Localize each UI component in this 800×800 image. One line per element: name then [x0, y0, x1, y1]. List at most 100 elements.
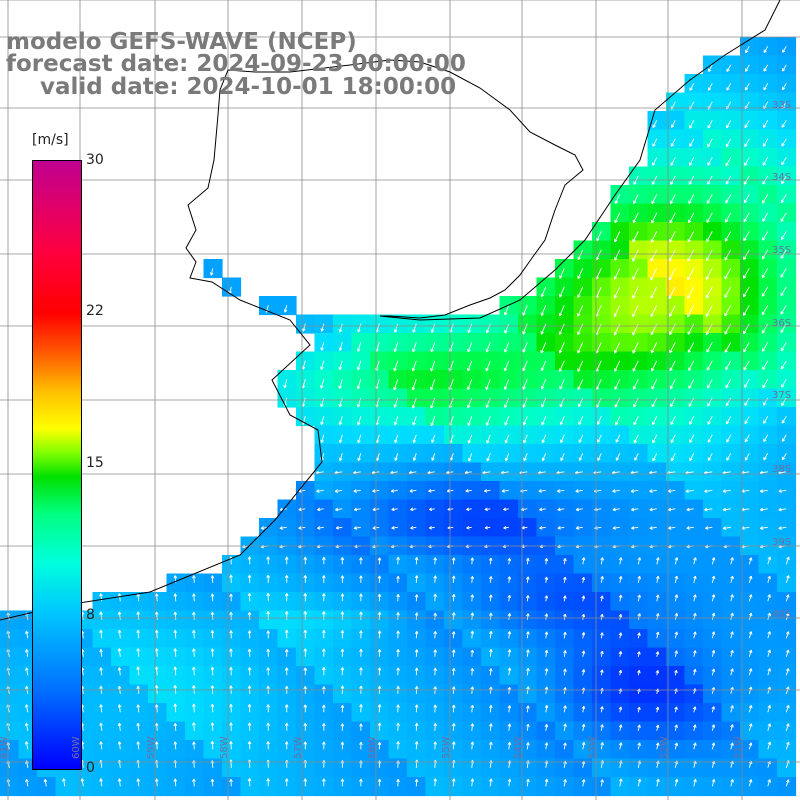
wind-arrow-head [557, 526, 561, 529]
wind-arrow-shaft [762, 342, 769, 352]
wind-arrow-shaft [652, 157, 658, 166]
wind-cell [518, 555, 538, 575]
wind-arrow-shaft [600, 651, 603, 657]
wind-arrow-shaft [780, 323, 787, 333]
wind-cell [388, 481, 408, 501]
wind-arrow-shaft [100, 760, 103, 768]
wind-cell [314, 647, 334, 667]
wind-arrow-head [44, 779, 48, 782]
wind-arrow-head [713, 779, 716, 783]
wind-cell [610, 721, 630, 741]
wind-arrow-head [722, 526, 726, 529]
wind-cell [499, 740, 519, 760]
longitude-label: 55W [441, 736, 452, 759]
wind-cell [92, 610, 112, 630]
wind-cell [777, 703, 797, 723]
wind-arrow-head [430, 386, 432, 390]
wind-cell [666, 684, 686, 704]
wind-cell [573, 629, 593, 649]
wind-arrow-shaft [471, 760, 474, 768]
wind-cell [407, 721, 427, 741]
wind-arrow-shaft [44, 779, 47, 787]
wind-arrow-shaft [336, 526, 343, 529]
wind-arrow-head [583, 632, 586, 636]
wind-arrow-head [320, 347, 322, 351]
wind-arrow-head [430, 329, 433, 333]
wind-cell [407, 758, 427, 778]
wind-cell [333, 740, 353, 760]
wind-arrow-shaft [526, 558, 529, 565]
wind-arrow-shaft [668, 268, 676, 281]
wind-arrow-shaft [652, 416, 658, 426]
wind-arrow-head [283, 309, 286, 313]
wind-arrow-shaft [320, 342, 325, 351]
wind-arrow-head [174, 741, 178, 745]
wind-arrow-head [685, 489, 689, 492]
wind-arrow-shaft [538, 471, 546, 474]
wind-cell [740, 555, 760, 575]
wind-arrow-shaft [137, 666, 140, 676]
wind-arrow-shaft [582, 632, 585, 639]
wind-arrow-shaft [674, 724, 678, 731]
wind-arrow-head [397, 612, 400, 616]
wind-cell [259, 573, 279, 593]
wind-arrow-shaft [689, 138, 695, 147]
wind-cell [592, 703, 612, 723]
wind-arrow-head [25, 722, 29, 726]
wind-arrow-head [211, 778, 215, 782]
wind-arrow-head [286, 574, 289, 579]
wind-cell [592, 462, 612, 482]
wind-arrow-head [501, 470, 504, 474]
wind-arrow-shaft [762, 194, 769, 204]
wind-cell [684, 684, 704, 704]
wind-cell [481, 684, 501, 704]
wind-arrow-shaft [449, 434, 454, 444]
wind-arrow-shaft [780, 360, 787, 370]
wind-arrow-head [416, 630, 419, 635]
wind-arrow-shaft [118, 648, 121, 657]
wind-arrow-shaft [687, 342, 695, 353]
wind-arrow-shaft [526, 742, 529, 750]
wind-cell [592, 610, 612, 630]
wind-cell [666, 777, 686, 797]
wind-cell [222, 573, 242, 593]
wind-arrow-head [137, 648, 140, 652]
wind-arrow-head [434, 649, 438, 653]
wind-arrow-head [620, 632, 623, 636]
wind-arrow-shaft [545, 613, 548, 620]
wind-arrow-shaft [785, 631, 789, 639]
wind-cell [166, 592, 186, 612]
wind-cell [573, 647, 593, 667]
wind-arrow-shaft [649, 471, 657, 474]
wind-cell [703, 629, 723, 649]
wind-cell [703, 518, 723, 538]
wind-arrow-shaft [211, 593, 214, 602]
wind-arrow-shaft [25, 723, 29, 731]
wind-arrow-head [379, 667, 382, 671]
wind-arrow-shaft [25, 704, 29, 713]
wind-arrow-head [100, 778, 103, 782]
wind-cell [203, 647, 223, 667]
wind-arrow-head [304, 723, 308, 727]
wind-arrow-shaft [781, 397, 787, 406]
wind-arrow-shaft [489, 742, 492, 750]
wind-cell [462, 740, 482, 760]
wind-arrow-shaft [711, 724, 715, 731]
wind-arrow-head [778, 526, 782, 529]
wind-cell [277, 610, 297, 630]
wind-cell [166, 666, 186, 686]
wind-arrow-shaft [619, 632, 622, 639]
wind-arrow-shaft [778, 471, 787, 474]
wind-arrow-shaft [767, 741, 771, 750]
wind-arrow-head [448, 386, 450, 390]
wind-cell [499, 499, 519, 519]
wind-arrow-head [174, 593, 178, 597]
wind-arrow-shaft [707, 397, 713, 407]
wind-arrow-shaft [508, 742, 511, 750]
wind-arrow-head [732, 594, 734, 598]
wind-arrow-shaft [632, 268, 639, 280]
wind-cell [684, 499, 704, 519]
wind-arrow-head [713, 724, 716, 728]
wind-arrow-shaft [394, 342, 399, 352]
wind-arrow-shaft [25, 667, 29, 676]
